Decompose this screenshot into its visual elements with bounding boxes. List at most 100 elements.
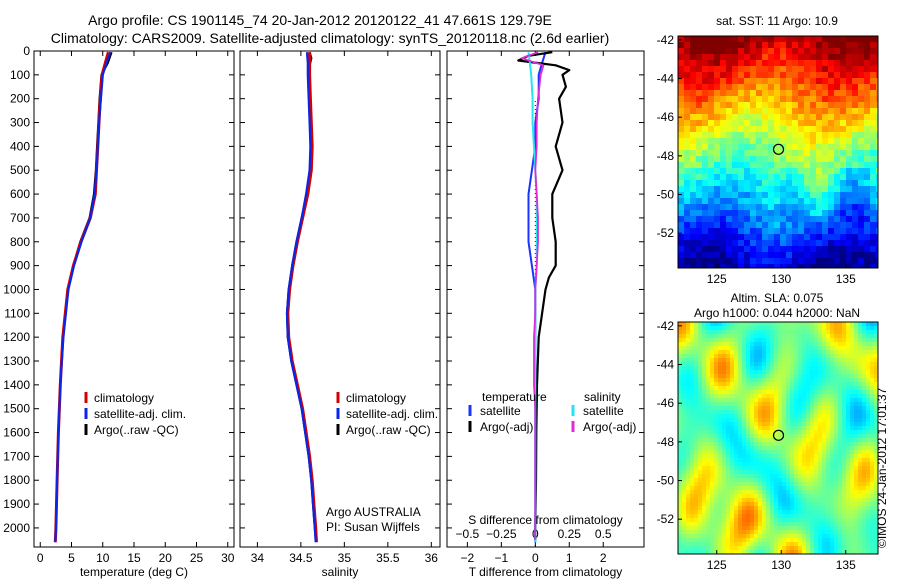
map-cell — [818, 538, 823, 543]
map-cell — [818, 386, 823, 391]
map-cell — [710, 462, 715, 467]
map-cell — [678, 258, 685, 265]
map-cell — [842, 398, 847, 403]
map-cell — [754, 542, 759, 547]
map-cell — [756, 108, 763, 115]
map-cell — [718, 466, 723, 471]
map-cell — [830, 538, 835, 543]
map-cell — [810, 252, 817, 259]
map-cell — [838, 354, 843, 359]
map-cell — [798, 382, 803, 387]
map-cell — [870, 180, 877, 187]
map-cell — [690, 150, 697, 157]
map-cell — [846, 252, 853, 259]
map-cell — [726, 240, 733, 247]
map-cell — [696, 72, 703, 79]
map-cell — [686, 342, 691, 347]
map-cell — [866, 530, 871, 535]
map-cell — [870, 144, 877, 151]
map-cell — [696, 168, 703, 175]
map-cell — [750, 474, 755, 479]
map-cell — [718, 474, 723, 479]
map-cell — [710, 518, 715, 523]
map-cell — [786, 234, 793, 241]
map-cell — [758, 406, 763, 411]
map-cell — [750, 358, 755, 363]
map-cell — [770, 350, 775, 355]
map-cell — [874, 402, 878, 407]
map-cell — [782, 506, 787, 511]
map-cell — [810, 240, 817, 247]
map-cell — [786, 252, 793, 259]
map-cell — [826, 498, 831, 503]
map-cell — [854, 546, 859, 551]
map-cell — [750, 394, 755, 399]
map-cell — [818, 478, 823, 483]
map-cell — [706, 482, 711, 487]
map-cell — [678, 486, 683, 491]
map-cell — [864, 132, 871, 139]
map-cell — [842, 522, 847, 527]
map-cell — [732, 192, 739, 199]
map-cell — [778, 410, 783, 415]
map-cell — [730, 466, 735, 471]
map-cell — [726, 258, 733, 265]
map-cell — [806, 418, 811, 423]
map-cell — [762, 490, 767, 495]
map-cell — [734, 406, 739, 411]
map-cell — [768, 36, 775, 43]
map-cell — [714, 370, 719, 375]
map-cell — [754, 422, 759, 427]
map-cell — [854, 346, 859, 351]
map-cell — [786, 338, 791, 343]
map-cell — [730, 358, 735, 363]
map-cell — [826, 458, 831, 463]
map-cell — [794, 394, 799, 399]
map-cell — [706, 390, 711, 395]
map-cell — [746, 474, 751, 479]
map-cell — [818, 370, 823, 375]
map-cell — [834, 358, 839, 363]
map-cell — [762, 144, 769, 151]
map-cell — [758, 518, 763, 523]
map-cell — [780, 126, 787, 133]
x-tick-label-salinity: 35.5 — [376, 551, 400, 565]
map-cell — [714, 60, 721, 67]
map-cell — [818, 402, 823, 407]
map-cell — [806, 370, 811, 375]
map-cell — [734, 522, 739, 527]
map-cell — [686, 410, 691, 415]
map-cell — [774, 458, 779, 463]
map-cell — [852, 210, 859, 217]
map-cell — [720, 186, 727, 193]
map-cell — [786, 144, 793, 151]
map-cell — [810, 346, 815, 351]
map-cell — [744, 192, 751, 199]
map-cell — [758, 446, 763, 451]
map-cell — [790, 438, 795, 443]
map-cell — [806, 534, 811, 539]
map-cell — [830, 418, 835, 423]
map-cell — [810, 530, 815, 535]
map-cell — [838, 418, 843, 423]
map-cell — [726, 426, 731, 431]
map-cell — [750, 162, 757, 169]
map-cell — [854, 486, 859, 491]
map-cell — [806, 334, 811, 339]
map-cell — [702, 90, 709, 97]
map-cell — [866, 338, 871, 343]
plot-frame-temperature — [33, 50, 235, 548]
map-cell — [690, 132, 697, 139]
map-cell — [798, 204, 805, 211]
map-cell — [818, 414, 823, 419]
map-cell — [834, 370, 839, 375]
map-cell — [732, 114, 739, 121]
map-cell — [754, 534, 759, 539]
map-cell — [718, 458, 723, 463]
map-cell — [794, 478, 799, 483]
map-cell — [702, 114, 709, 121]
map-cell — [770, 510, 775, 515]
map-cell — [854, 414, 859, 419]
map-cell — [718, 426, 723, 431]
map-cell — [782, 354, 787, 359]
